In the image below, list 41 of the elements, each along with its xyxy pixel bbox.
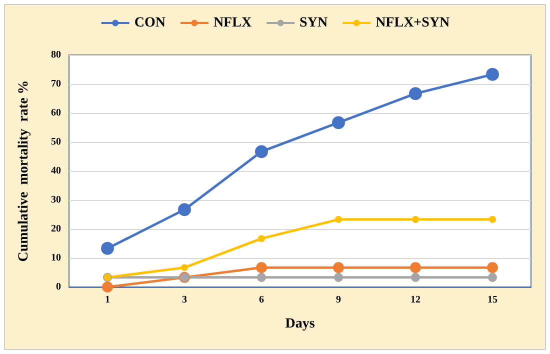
x-tick-label: 9 xyxy=(336,294,341,306)
y-tick-label: 0 xyxy=(56,282,61,292)
point xyxy=(181,264,188,272)
legend-label: NFLX xyxy=(213,16,252,30)
y-tick-label: 40 xyxy=(51,166,61,176)
point xyxy=(487,262,498,274)
y-tick-label: 70 xyxy=(51,78,61,90)
point xyxy=(489,216,496,223)
point xyxy=(333,262,344,274)
y-tick-label: 50 xyxy=(51,136,61,148)
y-axis-title: Cumulative mortality rate % xyxy=(16,80,32,262)
point xyxy=(486,68,499,81)
point xyxy=(409,87,422,100)
x-tick-label: 1 xyxy=(105,294,110,306)
x-tick-label: 12 xyxy=(410,294,420,306)
point xyxy=(412,216,419,223)
legend-label: SYN xyxy=(300,16,328,30)
x-axis-title: Days xyxy=(285,316,316,332)
legend-label: CON xyxy=(134,16,166,30)
point xyxy=(488,272,497,282)
legend-label: NFLX+SYN xyxy=(376,16,450,30)
x-tick-label: 3 xyxy=(182,294,187,306)
x-tick-label: 15 xyxy=(488,294,498,306)
y-tick-label: 30 xyxy=(51,194,61,206)
y-tick-label: 80 xyxy=(51,50,61,60)
point xyxy=(257,272,266,282)
point xyxy=(178,203,191,216)
point xyxy=(256,262,267,274)
y-tick-label: 10 xyxy=(51,252,61,264)
point xyxy=(255,145,268,158)
y-tick-label: 60 xyxy=(51,108,61,118)
point xyxy=(102,282,113,292)
y-tick-label: 20 xyxy=(51,224,61,234)
point xyxy=(410,262,421,274)
point xyxy=(334,272,343,282)
x-tick-label: 6 xyxy=(259,294,264,306)
point xyxy=(335,216,342,223)
point xyxy=(411,272,420,282)
point xyxy=(258,235,265,242)
point xyxy=(101,242,114,255)
point xyxy=(332,116,345,130)
